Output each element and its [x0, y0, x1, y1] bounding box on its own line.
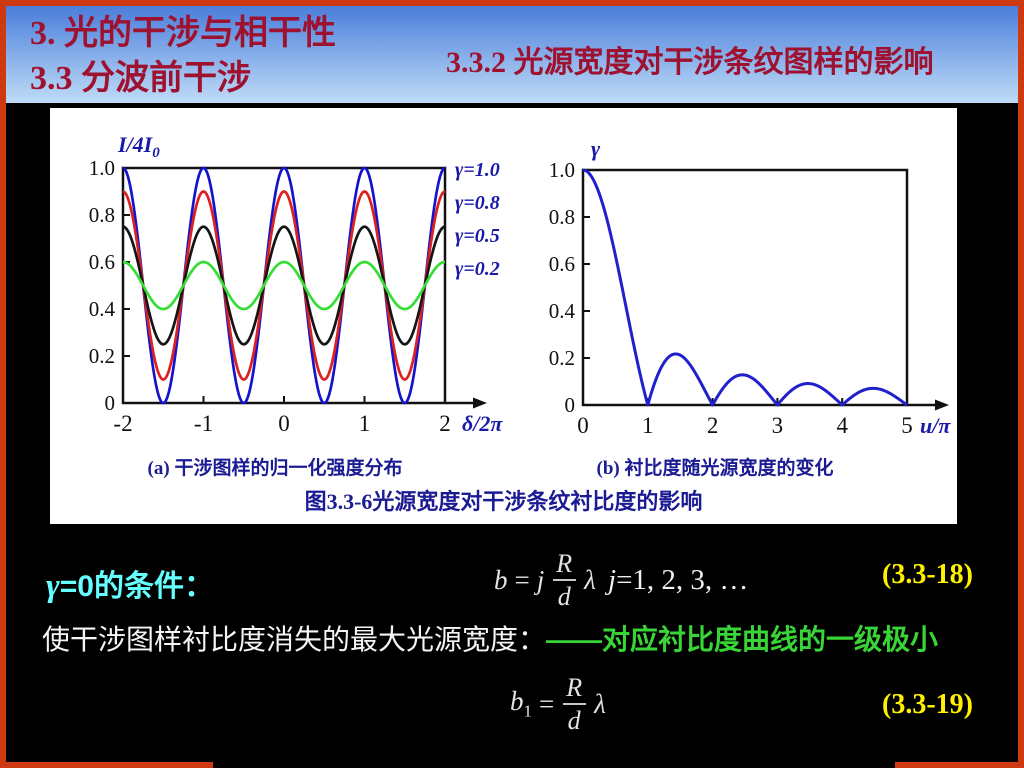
x-axis-label: u/π [920, 413, 951, 438]
eq1-range-var: j [608, 564, 617, 596]
axes-box [581, 168, 909, 407]
slide-border-bottom-left [0, 762, 213, 768]
gamma-symbol: γ [46, 568, 60, 604]
curve-γ=0.5 [122, 225, 446, 346]
header-banner: 3. 光的干涉与相干性 3.3 分波前干涉 3.3.2 光源宽度对干涉条纹图样的… [6, 6, 1018, 103]
y-tick-label: 0.6 [549, 252, 575, 276]
equation-number-3-3-18: (3.3-18) [882, 559, 973, 590]
charts-canvas: -2 -1 0 1 2 0 0.2 0.4 0.6 0.8 1.0 δ/2π I/4I0 γ=1.0 γ=0… [89, 132, 952, 438]
gamma-zero-condition-label: γ=0的条件： [46, 561, 214, 605]
y-axis-label: γ [591, 136, 601, 161]
legend-label-3: γ=0.2 [455, 258, 500, 280]
equation-3-3-18: b = j R d λ [494, 548, 596, 612]
eq1-numerator: R [556, 549, 573, 578]
chapter-title: 3. 光的干涉与相干性 [30, 15, 336, 52]
figure-panel: -2 -1 0 1 2 0 0.2 0.4 0.6 0.8 1.0 δ/2π I/4I0 γ=1.0 γ=0… [50, 108, 957, 524]
chart-visibility: 0 1 2 3 4 5 0 0.2 0.4 0.6 0.8 1.0 u/π γ [549, 136, 952, 438]
legend-label-2: γ=0.5 [455, 225, 500, 247]
x-tick-label: 2 [439, 411, 451, 436]
x-tick-label: 5 [901, 413, 913, 438]
caption-chart-b: (b) 衬比度随光源宽度的变化 [596, 458, 834, 479]
max-source-width-line: 使干涉图样衬比度消失的最大光源宽度：——对应衬比度曲线的一级极小 [42, 618, 938, 658]
eq1-lambda: λ [584, 564, 596, 595]
x-tick-label: 0 [577, 413, 589, 438]
axes-box [121, 166, 447, 405]
x-axis-arrow-head [473, 397, 487, 409]
eq2-lhs: b1 [510, 686, 532, 721]
x-tick-label: 3 [772, 413, 784, 438]
eq1-fraction: R d [551, 548, 577, 612]
y-tick-label: 1.0 [89, 156, 115, 180]
y-tick-label: 0.6 [89, 250, 115, 274]
x-tick-label: -1 [194, 411, 213, 436]
eq1-coeff: j [536, 564, 545, 595]
y-tick-label: 0.4 [89, 297, 116, 321]
legend-label-1: γ=0.8 [455, 192, 500, 214]
equation-3-3-19: b1 = R d λ [510, 672, 606, 736]
y-tick-label: 0.4 [549, 299, 576, 323]
figure-caption: 图3.3-6光源宽度对干涉条纹衬比度的影响 [304, 489, 703, 514]
equation-number-3-3-19: (3.3-19) [882, 689, 973, 720]
chart-intensity: -2 -1 0 1 2 0 0.2 0.4 0.6 0.8 1.0 δ/2π I/4I0 γ=1.0 γ=0… [89, 132, 504, 436]
max-source-width-text: 使干涉图样衬比度消失的最大光源宽度： [42, 624, 547, 655]
y-tick-label: 1.0 [549, 158, 575, 182]
x-axis-arrow-head [935, 399, 949, 411]
y-tick-label: 0.2 [89, 344, 115, 368]
subsection-title: 3.3.2 光源宽度对干涉条纹图样的影响 [446, 46, 934, 79]
y-tick-label: 0.2 [549, 346, 575, 370]
x-tick-label: 2 [707, 413, 719, 438]
chapter-titles: 3. 光的干涉与相干性 3.3 分波前干涉 [30, 11, 336, 101]
x-axis-label: δ/2π [462, 411, 503, 436]
caption-chart-a: (a) 干涉图样的归一化强度分布 [147, 458, 403, 479]
eq1-index-range: j=1, 2, 3, … [608, 564, 748, 597]
curve-γ=1.0 [122, 166, 446, 405]
condition-text: =0的条件： [59, 570, 214, 603]
legend-label-0: γ=1.0 [455, 159, 500, 181]
y-tick-label: 0 [565, 393, 576, 417]
first-minimum-note: ——对应衬比度曲线的一级极小 [546, 624, 939, 655]
slide-border-bottom-right [895, 762, 1024, 768]
eq1-equals: = [514, 564, 530, 595]
y-tick-label: 0.8 [89, 203, 115, 227]
eq2-lhs-subscript: 1 [523, 701, 533, 721]
y-axis-label: I/4I0 [117, 132, 160, 161]
eq1-denominator: d [552, 579, 576, 612]
eq2-lhs-var: b [510, 686, 524, 717]
eq2-lambda: λ [594, 688, 606, 719]
x-tick-label: 1 [359, 411, 371, 436]
section-title: 3.3 分波前干涉 [30, 60, 251, 97]
curve-γ=0.2 [122, 260, 446, 311]
y-tick-label: 0 [105, 391, 116, 415]
x-tick-label: -2 [113, 411, 132, 436]
eq1-lhs: b [494, 564, 508, 595]
slide-border-right [1018, 0, 1024, 768]
y-tick-label: 0.8 [549, 205, 575, 229]
slide-border-left [0, 0, 6, 768]
x-tick-label: 1 [642, 413, 654, 438]
eq2-denominator: d [562, 703, 586, 736]
eq1-range-values: =1, 2, 3, … [616, 564, 749, 596]
eq2-fraction: R d [561, 672, 587, 736]
eq2-equals: = [539, 688, 555, 719]
x-tick-label: 0 [278, 411, 290, 436]
x-tick-label: 4 [836, 413, 848, 438]
eq2-numerator: R [566, 673, 583, 702]
slide-border-top [0, 0, 1024, 6]
curve-γ=0.8 [122, 190, 446, 381]
curve-γ(u/π) [582, 168, 908, 407]
